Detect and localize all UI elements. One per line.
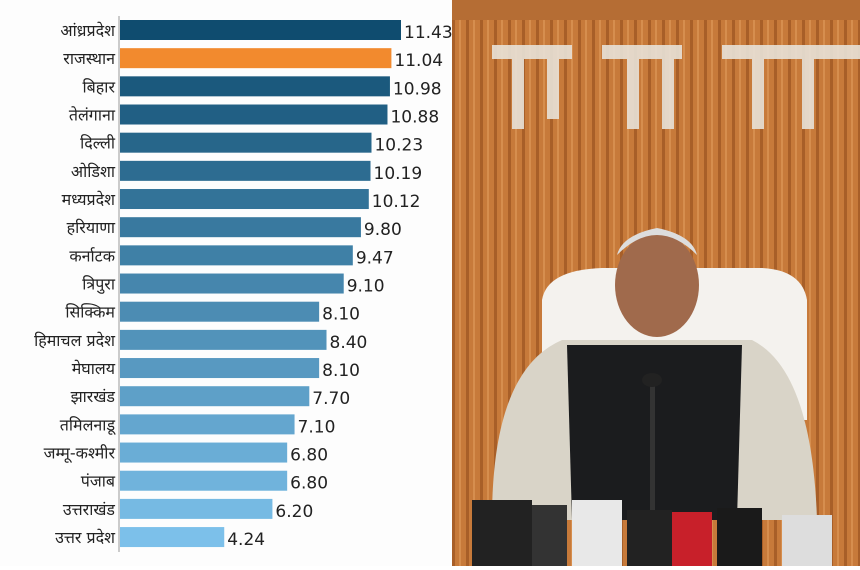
category-label: मध्यप्रदेश <box>62 190 116 209</box>
category-label: राजस्थान <box>63 49 116 68</box>
category-label: दिल्ली <box>80 134 116 153</box>
category-label: तेलंगाना <box>69 106 116 125</box>
bar <box>120 189 369 210</box>
category-label: झारखंड <box>71 387 116 406</box>
photo-illustration <box>452 0 860 566</box>
category-label: बिहार <box>83 77 116 96</box>
bar <box>120 48 392 69</box>
bar-chart: आंध्रप्रदेश 11.43 राजस्थान 11.04 बिहार 10.98 त… <box>34 16 453 552</box>
value-label: 9.47 <box>356 248 394 268</box>
value-label: 10.88 <box>390 108 439 128</box>
bar <box>120 470 288 491</box>
value-label: 10.23 <box>374 136 423 156</box>
bar <box>120 76 390 97</box>
category-label: पंजाब <box>81 472 116 491</box>
value-label: 4.24 <box>227 530 265 550</box>
bar <box>120 527 225 548</box>
wall-lettering <box>492 45 860 129</box>
value-label: 6.20 <box>275 502 313 522</box>
category-label: तमिलनाडू <box>60 415 117 435</box>
value-label: 11.04 <box>394 51 443 71</box>
category-label: सिक्किम <box>65 303 115 322</box>
person-face <box>615 233 699 337</box>
value-label: 9.10 <box>347 277 385 297</box>
value-label: 6.80 <box>290 446 328 466</box>
press-conference-photo <box>452 0 860 566</box>
value-label: 8.40 <box>330 333 368 353</box>
chart-svg: आंध्रप्रदेश 11.43 राजस्थान 11.04 बिहार 10.98 त… <box>34 16 453 552</box>
category-label: उत्तर प्रदेश <box>55 528 116 547</box>
category-label: कर्नाटक <box>69 246 115 265</box>
bar <box>120 132 372 153</box>
category-label: जम्मू-कश्मीर <box>44 444 116 464</box>
value-label: 9.80 <box>364 220 402 240</box>
bar <box>120 160 371 181</box>
bar <box>120 329 327 350</box>
category-label: हरियाणा <box>67 218 116 237</box>
category-label: उत्तराखंड <box>63 500 116 519</box>
value-label: 10.19 <box>374 164 423 184</box>
value-label: 10.98 <box>393 79 442 99</box>
bar <box>120 386 310 407</box>
category-label: हिमाचल प्रदेश <box>34 331 116 350</box>
value-label: 8.10 <box>322 361 360 381</box>
bar <box>120 301 320 322</box>
category-label: ओडिशा <box>71 162 116 181</box>
microphones <box>472 373 832 566</box>
bar <box>120 245 353 266</box>
bar <box>120 442 288 463</box>
bar <box>120 498 273 519</box>
bar <box>120 104 388 125</box>
bar <box>120 273 344 294</box>
category-label: आंध्रप्रदेश <box>60 21 116 40</box>
value-label: 11.43 <box>404 23 452 43</box>
value-label: 8.10 <box>322 305 360 325</box>
bar <box>120 414 295 435</box>
category-label: त्रिपुरा <box>82 275 116 295</box>
value-label: 7.70 <box>312 389 350 409</box>
bar <box>120 217 361 238</box>
value-label: 10.12 <box>372 192 421 212</box>
bar <box>120 20 401 40</box>
value-label: 7.10 <box>298 417 336 437</box>
bar <box>120 358 320 379</box>
value-label: 6.80 <box>290 474 328 494</box>
category-label: मेघालय <box>72 359 116 378</box>
